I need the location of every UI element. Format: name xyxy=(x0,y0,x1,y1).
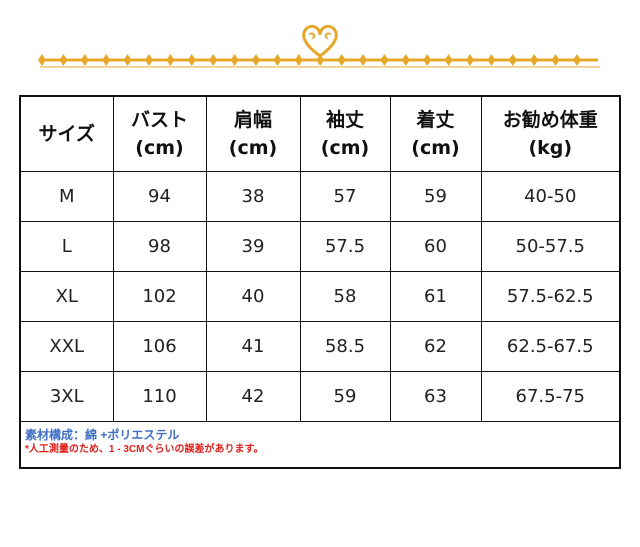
material-note: 素材構成：綿 +ポリエステル xyxy=(25,428,180,442)
divider-diamond xyxy=(444,54,453,66)
divider-diamond xyxy=(294,54,303,66)
cell-size: XL xyxy=(21,271,114,322)
cell-length: 59 xyxy=(389,171,482,222)
divider-diamond xyxy=(273,54,282,66)
table-row: XXL 106 41 58.5 62 62.5-67.5 xyxy=(21,321,619,372)
cell-size: L xyxy=(21,221,114,272)
divider-diamond xyxy=(337,54,346,66)
cell-size: 3XL xyxy=(21,371,114,422)
divider-diamond xyxy=(145,54,153,66)
divider-diamond xyxy=(530,54,539,66)
divider-diamond xyxy=(401,54,410,66)
cell-size: M xyxy=(21,171,114,222)
header-size: サイズ xyxy=(21,97,114,172)
cell-bust: 102 xyxy=(112,271,207,322)
cell-shoulder: 39 xyxy=(205,221,301,272)
divider-diamond xyxy=(187,54,196,66)
header-weight: お勧め体重 (kg) xyxy=(480,97,619,172)
divider-diamond xyxy=(123,54,132,66)
divider-diamond xyxy=(59,54,68,66)
table-row: 3XL 110 42 59 63 67.5-75 xyxy=(21,371,619,422)
header-sleeve: 袖丈 (cm) xyxy=(299,97,391,172)
cell-sleeve: 58 xyxy=(299,271,391,322)
cell-length: 61 xyxy=(389,271,482,322)
measurement-warning: *人工測量のため、1 - 3CMぐらいの誤差があります。 xyxy=(25,444,264,455)
cell-weight: 50-57.5 xyxy=(480,221,619,272)
cell-size: XXL xyxy=(21,321,114,372)
divider-diamond xyxy=(487,54,496,66)
header-length: 着丈 (cm) xyxy=(389,97,482,172)
cell-length: 60 xyxy=(389,221,482,272)
table-row: M 94 38 57 59 40-50 xyxy=(21,171,619,222)
divider-diamond xyxy=(359,54,367,66)
divider-diamond xyxy=(573,54,581,66)
cell-weight: 40-50 xyxy=(480,171,619,222)
divider-diamond xyxy=(252,54,260,66)
divider-diamond xyxy=(508,54,517,66)
cell-shoulder: 41 xyxy=(205,321,301,372)
cell-sleeve: 59 xyxy=(299,371,391,422)
notes: 素材構成：綿 +ポリエステル *人工測量のため、1 - 3CMぐらいの誤差があり… xyxy=(25,427,263,457)
cell-weight: 67.5-75 xyxy=(480,371,619,422)
heart-divider-icon xyxy=(38,24,600,68)
table-row: XL 102 40 58 61 57.5-62.5 xyxy=(21,271,619,322)
divider-diamond xyxy=(38,54,46,66)
header-shoulder: 肩幅 (cm) xyxy=(205,97,301,172)
divider-diamond xyxy=(209,54,218,66)
cell-shoulder: 42 xyxy=(205,371,301,422)
cell-sleeve: 57 xyxy=(299,171,391,222)
header-row: サイズ バスト (cm) 肩幅 (cm) 袖丈 (cm) 着丈 (cm) お勧め体重 (k… xyxy=(21,97,619,172)
divider-diamond xyxy=(230,54,239,66)
divider-diamond xyxy=(102,54,111,66)
header-bust: バスト (cm) xyxy=(112,97,207,172)
cell-weight: 62.5-67.5 xyxy=(480,321,619,372)
divider-diamond xyxy=(80,54,89,66)
cell-bust: 94 xyxy=(112,171,207,222)
cell-shoulder: 40 xyxy=(205,271,301,322)
cell-bust: 110 xyxy=(112,371,207,422)
cell-length: 63 xyxy=(389,371,482,422)
size-grid: サイズ バスト (cm) 肩幅 (cm) 袖丈 (cm) 着丈 (cm) お勧め体重 (k… xyxy=(21,97,619,422)
cell-shoulder: 38 xyxy=(205,171,301,222)
cell-bust: 98 xyxy=(112,221,207,272)
cell-sleeve: 57.5 xyxy=(299,221,391,272)
cell-sleeve: 58.5 xyxy=(299,321,391,372)
cell-bust: 106 xyxy=(112,321,207,372)
divider-diamond xyxy=(316,54,325,66)
cell-weight: 57.5-62.5 xyxy=(480,271,619,322)
divider-diamond xyxy=(423,54,432,66)
divider-diamond xyxy=(166,54,175,66)
divider-diamond xyxy=(551,54,560,66)
divider-diamond xyxy=(380,54,389,66)
size-chart-table: サイズ バスト (cm) 肩幅 (cm) 袖丈 (cm) 着丈 (cm) お勧め体重 (k… xyxy=(19,95,621,469)
table-row: L 98 39 57.5 60 50-57.5 xyxy=(21,221,619,272)
cell-length: 62 xyxy=(389,321,482,372)
divider-diamond xyxy=(466,54,474,66)
